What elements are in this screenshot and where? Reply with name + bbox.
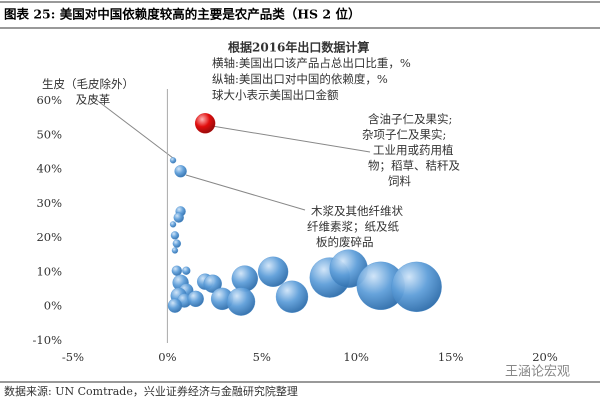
x-tick-label: 0% [158,350,176,364]
annotation: 含油子仁及果实; [368,112,452,126]
x-tick-label: 15% [438,350,464,364]
bubble [391,261,442,312]
source: 数据来源: UN Comtrade，兴业证券经济与金融研究院整理 [4,384,298,398]
bubble [170,231,180,240]
bubble [169,157,177,164]
y-tick-label: 40% [36,162,62,176]
x-tick-label: 20% [532,350,558,364]
y-tick-label: 30% [36,196,62,210]
y-tick-label: 0% [44,299,62,313]
bubble [231,265,258,292]
leader-line [211,125,371,153]
bubble [174,165,187,178]
y-tick-label: 20% [36,230,62,244]
bubble [171,247,179,254]
bubble [203,274,222,293]
bubble [275,280,309,313]
annotation: 板的废碎品 [316,235,374,249]
annotation: 饲料 [388,174,411,188]
annotation: 生皮（毛皮除外） [42,77,134,91]
note: 纵轴:美国出口对中国的依赖度，% [212,72,388,86]
x-tick-label: 5% [253,350,271,364]
annotation: 物；稻草、秸秆及 [368,159,460,173]
annotation: 工业用或药用植 [373,143,454,157]
x-tick-label: 10% [343,350,369,364]
bubble [173,212,184,223]
note: 球大小表示美国出口金额 [212,88,339,102]
y-tick-label: 60% [36,93,62,107]
y-tick-label: 10% [36,264,62,278]
x-tick-label: -5% [62,350,84,364]
y-tick-label: -10% [33,333,63,347]
note: 根据2016年出口数据计算 [228,40,369,55]
leader-line [185,174,306,211]
note: 横轴:美国出口该产品占总出口比重，% [212,56,411,70]
annotation: 杂项子仁及果实; [362,128,446,142]
annotation: 及皮革 [76,93,111,107]
bubble [257,256,289,287]
y-tick-label: 50% [36,127,62,141]
bubble [182,266,191,275]
annotation: 木浆及其他纤维状 [311,204,403,218]
leader-line [89,94,174,159]
bubble [226,287,256,316]
figure-title: 图表 25: 美国对中国依赖度较高的主要是农产品类（HS 2 位） [4,7,360,22]
annotation: 纤维素浆；纸及纸 [307,220,399,234]
bubble [195,113,216,134]
watermark: 王涵论宏观 [505,365,570,380]
bubble [187,290,204,307]
bubble [167,298,183,313]
bubble [171,265,182,276]
bubble [172,239,181,248]
bubble [169,221,177,228]
